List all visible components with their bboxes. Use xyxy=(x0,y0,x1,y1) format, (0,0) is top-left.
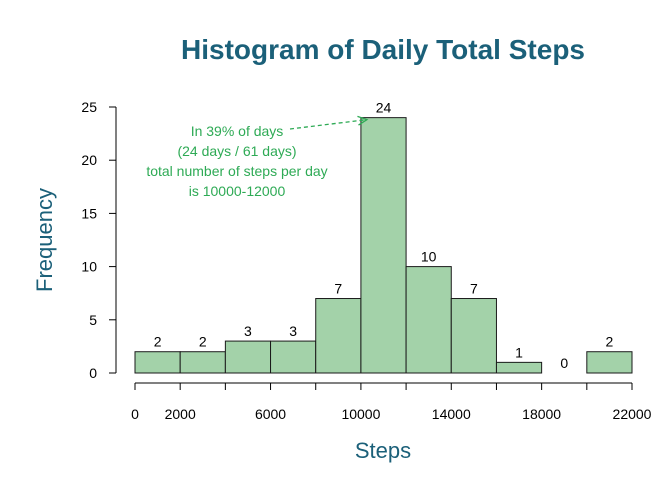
bar-count-label: 0 xyxy=(560,355,568,371)
bars-group xyxy=(134,117,633,374)
bar-count-label: 3 xyxy=(289,323,297,339)
histogram-bar xyxy=(450,298,497,374)
bar-count-label: 24 xyxy=(376,100,392,116)
x-axis-title: Steps xyxy=(355,438,411,463)
bar-count-label: 2 xyxy=(606,334,614,350)
annotation-line: In 39% of days xyxy=(191,123,284,139)
bar-count-label: 7 xyxy=(470,281,478,297)
x-tick-label: 22000 xyxy=(613,406,652,422)
annotation-line: (24 days / 61 days) xyxy=(177,143,296,159)
bar-count-label: 2 xyxy=(154,334,162,350)
x-tick-label: 10000 xyxy=(341,406,380,422)
y-tick-label: 0 xyxy=(89,365,97,381)
annotation-arrowhead xyxy=(357,115,369,126)
histogram-bar xyxy=(134,351,181,374)
annotation-line: is 10000-12000 xyxy=(189,183,286,199)
chart-title: Histogram of Daily Total Steps xyxy=(181,34,585,65)
histogram-bar xyxy=(224,340,272,374)
annotation-line: total number of steps per day xyxy=(146,163,327,179)
y-tick-label: 20 xyxy=(81,152,97,168)
y-axis-title: Frequency xyxy=(32,188,57,292)
x-axis: 0 2000 6000 10000 14000 18000 22000 xyxy=(131,382,652,422)
histogram-bar xyxy=(495,361,543,374)
x-tick-label: 0 xyxy=(131,406,139,422)
histogram-bar xyxy=(270,340,317,374)
x-tick-label: 6000 xyxy=(255,406,286,422)
histogram-bar xyxy=(586,351,633,374)
annotation-group: In 39% of days (24 days / 61 days) total n… xyxy=(146,115,369,199)
y-tick-label: 25 xyxy=(81,99,97,115)
annotation-arrow xyxy=(289,118,367,130)
bar-count-label: 1 xyxy=(515,344,523,360)
x-tick-label: 18000 xyxy=(522,406,561,422)
bar-count-label: 3 xyxy=(244,323,252,339)
x-tick-label: 14000 xyxy=(432,406,471,422)
y-axis: 0 5 10 15 20 25 xyxy=(81,99,117,381)
y-tick-label: 5 xyxy=(89,312,97,328)
bar-count-label: 7 xyxy=(334,281,342,297)
y-tick-label: 15 xyxy=(81,205,97,221)
y-tick-label: 10 xyxy=(81,259,97,275)
bar-count-label: 10 xyxy=(421,249,437,265)
histogram-bar xyxy=(315,298,362,374)
histogram-bar xyxy=(360,117,407,374)
histogram-bar xyxy=(405,266,452,374)
histogram-bar xyxy=(179,351,226,374)
bar-count-label: 2 xyxy=(199,334,207,350)
x-tick-label: 2000 xyxy=(165,406,196,422)
